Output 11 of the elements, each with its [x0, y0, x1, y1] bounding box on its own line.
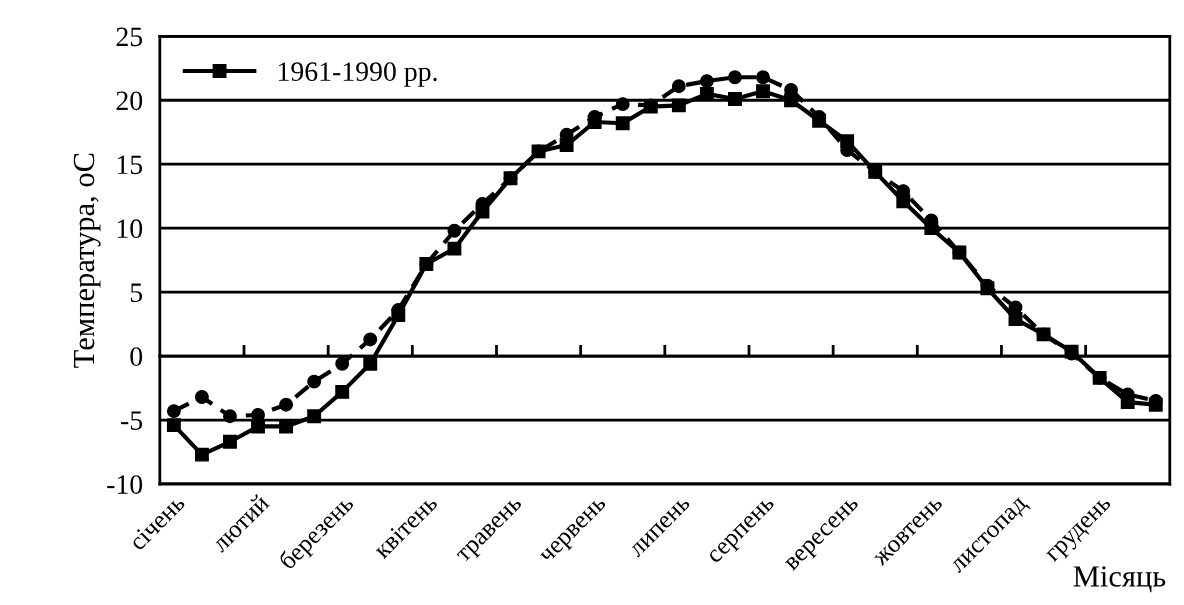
y-tick-label: 0	[130, 347, 143, 366]
y-tick-label: 10	[117, 219, 143, 239]
y-tick-label: 20	[116, 91, 143, 111]
legend-label: 1961-1990 рр.	[278, 62, 437, 87]
y-tick-label: 5	[130, 283, 143, 303]
y-tick-label: -5	[121, 411, 143, 430]
y-tick-label: -10	[107, 475, 143, 494]
y-tick-label: 25	[116, 27, 143, 47]
x-axis-title: Місяць	[1073, 566, 1166, 593]
y-tick-label: 15	[117, 155, 143, 175]
y-axis-title: Температура, оС	[73, 153, 101, 368]
